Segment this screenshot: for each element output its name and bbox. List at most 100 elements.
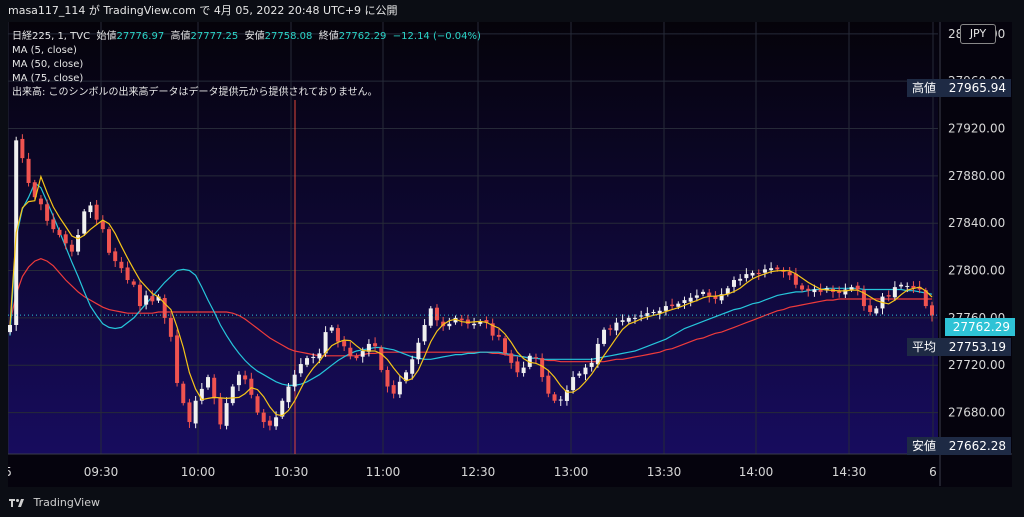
candle-body (243, 375, 248, 380)
candle-body (267, 420, 272, 426)
candle-body (787, 271, 792, 276)
candle-body (156, 296, 161, 301)
candle-body (632, 317, 637, 319)
low-tag-label: 安値 (907, 437, 942, 455)
candle-body (800, 285, 805, 290)
candle-body (162, 298, 167, 318)
candle-body (113, 251, 118, 262)
candle-body (837, 291, 842, 294)
candle-body (45, 204, 50, 221)
candle-body (255, 396, 260, 413)
x-tick-label: 12:30 (461, 465, 496, 479)
candle-body (812, 289, 817, 293)
candle-body (274, 417, 279, 427)
candle-body (886, 295, 891, 297)
candle-body (317, 353, 322, 359)
candle-body (527, 355, 532, 367)
candle-body (694, 295, 699, 298)
chart-pane[interactable]: 28000.0027960.0027920.0027880.0027840.00… (8, 22, 1012, 487)
candle-body (348, 347, 353, 356)
candle-body (540, 358, 545, 378)
candle-body (218, 397, 223, 425)
y-tick-label: 27800.00 (948, 264, 1005, 278)
candle-body (410, 359, 415, 374)
candle-body (626, 317, 631, 322)
candle-body (564, 390, 569, 401)
candle-body (193, 400, 198, 424)
candle-body (731, 280, 736, 287)
candle-body (206, 377, 211, 388)
last-price-tag: 27762.29 (945, 318, 1015, 336)
candle-body (26, 158, 31, 183)
candle-body (843, 289, 848, 295)
candle-body (688, 297, 693, 302)
candle-body (434, 307, 439, 321)
candle-body (212, 377, 217, 399)
candle-body (533, 357, 538, 359)
candle-body (286, 386, 291, 403)
candle-body (490, 323, 495, 336)
candle-body (57, 229, 62, 236)
candle-body (899, 284, 904, 287)
candle-body (447, 323, 452, 327)
y-tick-label: 27680.00 (948, 406, 1005, 420)
candle-body (892, 287, 897, 298)
tradingview-logo-icon (9, 499, 24, 507)
candle-body (168, 317, 173, 337)
candle-body (855, 285, 860, 290)
candle-body (738, 278, 743, 281)
candle-body (775, 267, 780, 270)
candle-body (335, 328, 340, 342)
candle-body (416, 342, 421, 360)
x-tick-label: 14:30 (832, 465, 867, 479)
candle-body (428, 308, 433, 326)
candle-body (82, 211, 87, 234)
x-tick-label: 14:00 (739, 465, 774, 479)
candle-body (645, 313, 650, 317)
candle-body (725, 288, 730, 295)
candle-body (762, 269, 767, 273)
candle-body (849, 287, 854, 290)
candle-body (577, 373, 582, 376)
candle-body (930, 305, 934, 316)
candle-body (917, 286, 922, 290)
y-tick-label: 27920.00 (948, 122, 1005, 136)
candlestick-chart[interactable]: 28000.0027960.0027920.0027880.0027840.00… (8, 22, 1012, 487)
x-tick-label: 10:30 (274, 465, 309, 479)
candle-body (793, 273, 798, 285)
candle-body (707, 292, 712, 297)
high-price-tag: 高値 27965.94 (907, 79, 1012, 97)
candle-body (144, 295, 149, 305)
candle-body (187, 402, 192, 423)
candle-body (472, 323, 477, 326)
candle-body (503, 338, 508, 354)
candle-body (589, 362, 594, 367)
candle-body (76, 235, 81, 252)
candle-body (360, 351, 365, 357)
footer-branding[interactable]: TradingView (8, 493, 100, 513)
candle-body (88, 205, 93, 213)
candle-body (868, 305, 873, 312)
candle-body (756, 272, 761, 275)
candle-body (391, 385, 396, 394)
candle-body (323, 332, 328, 354)
candle-body (422, 324, 427, 342)
low-tag-value: 27662.28 (941, 437, 1012, 455)
candle-body (911, 285, 916, 289)
candle-body (230, 386, 235, 404)
candle-body (199, 388, 204, 401)
candle-body (465, 319, 470, 324)
publish-header: masa117_114 が TradingView.com で 4月 05, 2… (8, 4, 398, 17)
ma5-line (9, 174, 933, 417)
currency-button[interactable]: JPY (960, 24, 996, 44)
candle-body (744, 274, 749, 279)
candle-body (379, 347, 384, 370)
candle-body (224, 403, 229, 426)
candle-body (670, 304, 675, 307)
candle-body (701, 291, 706, 294)
candle-body (311, 356, 316, 358)
candle-body (781, 270, 786, 272)
candle-body (923, 290, 928, 307)
candle-body (119, 261, 124, 269)
